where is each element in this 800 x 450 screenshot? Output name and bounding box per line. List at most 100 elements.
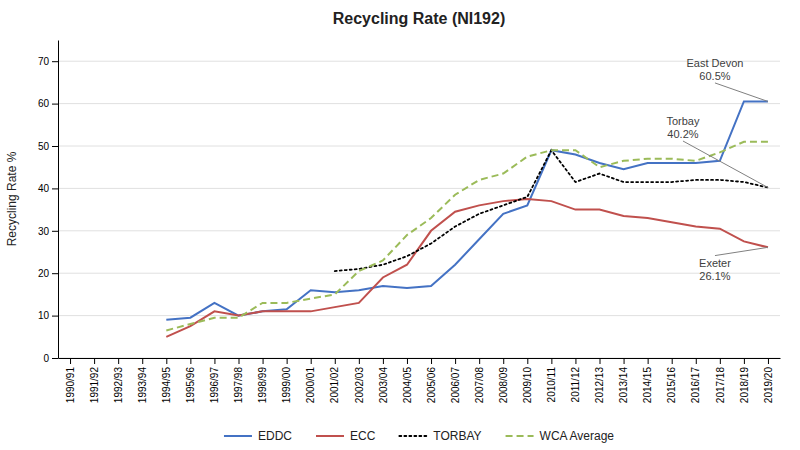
grid-line bbox=[58, 146, 780, 147]
y-tick-mark bbox=[52, 231, 58, 232]
x-tick: 2006/07 bbox=[450, 358, 461, 403]
x-tick-label: 2018/19 bbox=[739, 367, 750, 404]
annotation-line-text: Exeter bbox=[699, 257, 731, 269]
x-tick-mark bbox=[575, 358, 576, 364]
x-tick-mark bbox=[142, 358, 143, 364]
series-line bbox=[335, 150, 768, 271]
x-tick: 1990/91 bbox=[65, 358, 76, 403]
x-tick-label: 2000/01 bbox=[305, 367, 316, 404]
x-tick-label: 2013/14 bbox=[618, 367, 629, 404]
x-tick-label: 2012/13 bbox=[594, 367, 605, 404]
x-axis: 1990/91 1991/92 1992/93 1993/94 1994/95 1995/… bbox=[59, 358, 781, 403]
y-tick-label: 40 bbox=[38, 183, 50, 194]
x-tick: 1994/95 bbox=[161, 358, 172, 403]
x-tick-label: 2001/02 bbox=[329, 367, 340, 404]
x-tick: 2004/05 bbox=[402, 358, 413, 403]
legend-item: WCA Average bbox=[506, 429, 615, 443]
x-tick: 2002/03 bbox=[354, 358, 365, 403]
legend-item: EDDC bbox=[224, 429, 292, 443]
x-tick: 1997/98 bbox=[233, 358, 244, 403]
x-tick-label: 2009/10 bbox=[522, 367, 533, 404]
x-tick: 1992/93 bbox=[113, 358, 124, 403]
x-tick-mark bbox=[70, 358, 71, 364]
x-tick-mark bbox=[311, 358, 312, 364]
x-tick-label: 2003/04 bbox=[378, 367, 389, 404]
x-tick: 2011/12 bbox=[570, 358, 581, 402]
x-tick-label: 2007/08 bbox=[474, 367, 485, 404]
y-tick: 0 bbox=[43, 353, 58, 364]
legend: EDDCECCTORBAYWCA Average bbox=[224, 429, 614, 443]
x-tick-mark bbox=[455, 358, 456, 364]
x-tick: 2018/19 bbox=[739, 358, 750, 403]
x-tick: 2012/13 bbox=[594, 358, 605, 403]
y-tick: 10 bbox=[38, 310, 58, 321]
annotation-line-text: 60.5% bbox=[699, 70, 730, 82]
x-tick-mark bbox=[624, 358, 625, 364]
x-tick: 2014/15 bbox=[642, 358, 653, 403]
x-tick: 1993/94 bbox=[137, 358, 148, 403]
x-tick-mark bbox=[720, 358, 721, 364]
y-tick-mark bbox=[52, 273, 58, 274]
x-tick-label: 1991/92 bbox=[89, 367, 100, 404]
x-tick-mark bbox=[383, 358, 384, 364]
chart: 0 10 20 30 40 50 60 70 1990/91 1991/92 1992/93 1993… bbox=[0, 0, 800, 450]
legend-item: ECC bbox=[316, 429, 376, 443]
x-tick-label: 2014/15 bbox=[642, 367, 653, 404]
legend-swatch bbox=[224, 435, 252, 437]
y-tick: 70 bbox=[38, 56, 58, 67]
x-tick: 2008/09 bbox=[498, 358, 509, 403]
x-tick-mark bbox=[190, 358, 191, 364]
x-tick-mark bbox=[672, 358, 673, 364]
x-tick-label: 2016/17 bbox=[690, 367, 701, 404]
x-tick-mark bbox=[166, 358, 167, 364]
x-tick: 2000/01 bbox=[305, 358, 316, 403]
x-tick-mark bbox=[479, 358, 480, 364]
title: Recycling Rate (NI192) bbox=[333, 10, 506, 27]
x-tick-mark bbox=[359, 358, 360, 364]
x-tick: 1995/96 bbox=[185, 358, 196, 403]
y-tick: 30 bbox=[38, 226, 58, 237]
annotation: Exeter26.1% bbox=[699, 257, 731, 282]
annotation-line-text: 26.1% bbox=[699, 270, 730, 282]
legend-swatch bbox=[316, 435, 344, 437]
x-tick: 2007/08 bbox=[474, 358, 485, 403]
y-tick-mark bbox=[52, 104, 58, 105]
annotation-line bbox=[715, 83, 768, 102]
x-tick-mark bbox=[768, 358, 769, 364]
x-tick-mark bbox=[94, 358, 95, 364]
annotation-line bbox=[715, 247, 768, 255]
annotation-line bbox=[683, 141, 768, 188]
x-tick-label: 2017/18 bbox=[715, 367, 726, 404]
grid-line bbox=[58, 315, 780, 316]
x-tick: 1998/99 bbox=[257, 358, 268, 403]
x-tick: 2005/06 bbox=[426, 358, 437, 403]
legend-label: EDDC bbox=[258, 429, 292, 443]
x-tick-mark bbox=[551, 358, 552, 364]
x-tick: 1999/00 bbox=[281, 358, 292, 403]
x-tick-mark bbox=[335, 358, 336, 364]
annotation-line-text: Torbay bbox=[666, 115, 700, 127]
x-tick-label: 2015/16 bbox=[666, 367, 677, 404]
x-tick: 2016/17 bbox=[690, 358, 701, 403]
y-tick-label: 10 bbox=[38, 310, 50, 321]
x-tick-label: 2006/07 bbox=[450, 367, 461, 404]
y-tick-label: 50 bbox=[38, 141, 50, 152]
x-tick-label: 1997/98 bbox=[233, 367, 244, 404]
y-tick: 20 bbox=[38, 268, 58, 279]
x-tick-mark bbox=[287, 358, 288, 364]
y-tick-label: 60 bbox=[38, 98, 50, 109]
x-tick-mark bbox=[648, 358, 649, 364]
legend-swatch bbox=[506, 435, 534, 437]
annotation: East Devon60.5% bbox=[687, 57, 744, 82]
x-tick-mark bbox=[744, 358, 745, 364]
grid-line bbox=[58, 61, 780, 62]
lines bbox=[166, 101, 768, 336]
x-tick-mark bbox=[696, 358, 697, 364]
y-tick: 60 bbox=[38, 98, 58, 109]
x-tick: 2003/04 bbox=[378, 358, 389, 403]
x-tick-label: 2004/05 bbox=[402, 367, 413, 404]
x-tick: 1991/92 bbox=[89, 358, 100, 403]
x-tick: 2015/16 bbox=[666, 358, 677, 403]
grid-line bbox=[58, 273, 780, 274]
x-tick-label: 1994/95 bbox=[161, 367, 172, 404]
